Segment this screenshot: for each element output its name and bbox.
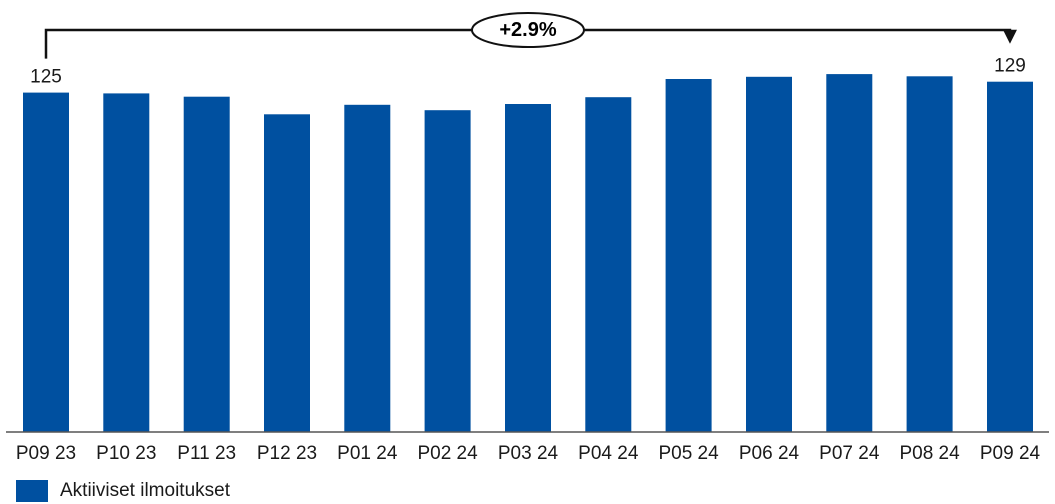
legend-swatch [16,480,48,502]
x-tick-label: P08 24 [899,443,960,464]
change-badge [470,12,585,48]
bar-p04-24 [585,97,632,432]
x-tick-label: P09 24 [980,443,1041,464]
data-label: 129 [994,56,1026,77]
bar-p10-23 [103,93,150,433]
bar-p01-24 [344,104,391,433]
x-tick-label: P12 23 [257,443,317,464]
x-tick-label: P10 23 [96,443,156,464]
x-tick-label: P04 24 [578,443,639,464]
x-tick-label: P06 24 [739,443,800,464]
x-tick-label: P01 24 [337,443,398,464]
bars-group [23,74,1033,433]
change-value: +2.9% [499,19,556,41]
bar-p06-24 [746,76,792,433]
bar-p12-23 [264,114,310,433]
data-label: 125 [30,67,62,88]
data-labels: 125 129 [30,56,1026,88]
bar-p09-24 [987,81,1033,432]
bar-p08-24 [906,76,953,433]
bar-p03-24 [505,104,551,432]
legend: Aktiiviset ilmoitukset [16,480,230,502]
change-bracket: +2.9% [44,12,1017,59]
bar-p02-24 [424,110,471,432]
bar-p07-24 [826,74,873,432]
legend-label: Aktiiviset ilmoitukset [60,480,230,501]
x-tick-label: P05 24 [658,443,719,464]
x-axis-ticks: P09 23 P10 23 P11 23 P12 23 P01 24 P02 24 P03 … [16,443,1041,464]
x-tick-label: P02 24 [417,443,478,464]
change-arrow-head [1002,29,1017,44]
bar-p11-23 [183,96,230,432]
x-tick-label: P07 24 [819,443,880,464]
bar-p05-24 [665,79,712,432]
x-tick-label: P11 23 [177,443,236,464]
x-tick-label: P03 24 [498,443,559,464]
bar-p09-23 [23,92,69,432]
x-tick-label: P09 23 [16,443,76,464]
